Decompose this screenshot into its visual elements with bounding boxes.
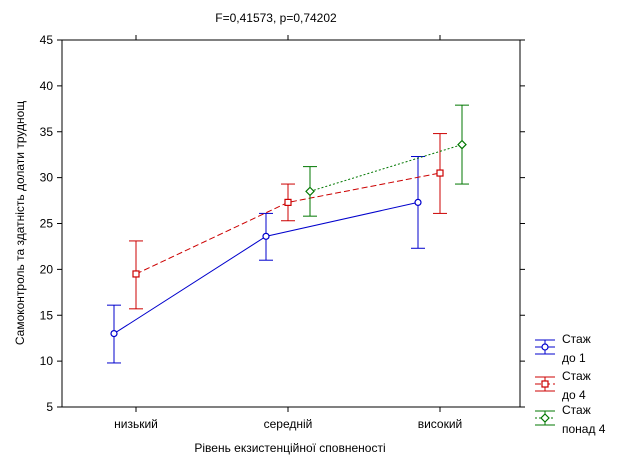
data-point	[305, 186, 315, 197]
x-tick-label: високий	[418, 417, 463, 431]
series-3	[303, 104, 469, 217]
legend-label: Стаж	[562, 369, 591, 383]
data-point	[262, 232, 270, 240]
legend-item: Стаж понад 4	[535, 403, 606, 436]
x-tick-label: середній	[264, 417, 313, 431]
series-line	[135, 172, 441, 275]
y-tick-label: 25	[40, 217, 54, 231]
legend-label: до 1	[562, 351, 586, 365]
y-tick-label: 15	[40, 308, 54, 322]
y-tick-label: 35	[40, 125, 54, 139]
x-axis-label: Рівень екзистенційної сповненості	[194, 441, 385, 455]
data-point	[110, 330, 118, 338]
y-tick-label: 20	[40, 262, 54, 276]
y-tick-label: 30	[40, 171, 54, 185]
legend-item: Стаж до 4	[535, 369, 591, 402]
y-axis-label: Самоконтроль та здатність долати труднощ	[13, 101, 27, 345]
data-point	[457, 139, 467, 150]
data-point	[132, 270, 140, 278]
legend-item: Стаж до 1	[535, 332, 591, 365]
data-point	[414, 198, 422, 206]
legend-label: понад 4	[562, 422, 606, 436]
data-point	[284, 198, 292, 206]
data-point	[436, 169, 444, 177]
x-axis: низький середній високий	[114, 35, 462, 431]
y-tick-label: 40	[40, 79, 54, 93]
x-tick-label: низький	[114, 417, 158, 431]
legend-marker	[541, 343, 549, 351]
series-1	[107, 156, 425, 364]
series-line	[309, 144, 463, 192]
y-tick-label: 45	[40, 33, 54, 47]
y-axis: 5 10 15 20 25 30 35 40 45	[40, 33, 525, 414]
series-layer	[107, 104, 469, 364]
y-tick-label: 5	[46, 400, 53, 414]
y-tick-label: 10	[40, 354, 54, 368]
series-2	[129, 133, 447, 310]
legend-label: Стаж	[562, 332, 591, 346]
legend-marker	[540, 413, 550, 423]
legend-marker	[541, 380, 549, 388]
legend-label: до 4	[562, 388, 586, 402]
plot-area	[61, 39, 521, 408]
legend-label: Стаж	[562, 403, 591, 417]
chart-title: F=0,41573, p=0,74202	[215, 11, 337, 25]
